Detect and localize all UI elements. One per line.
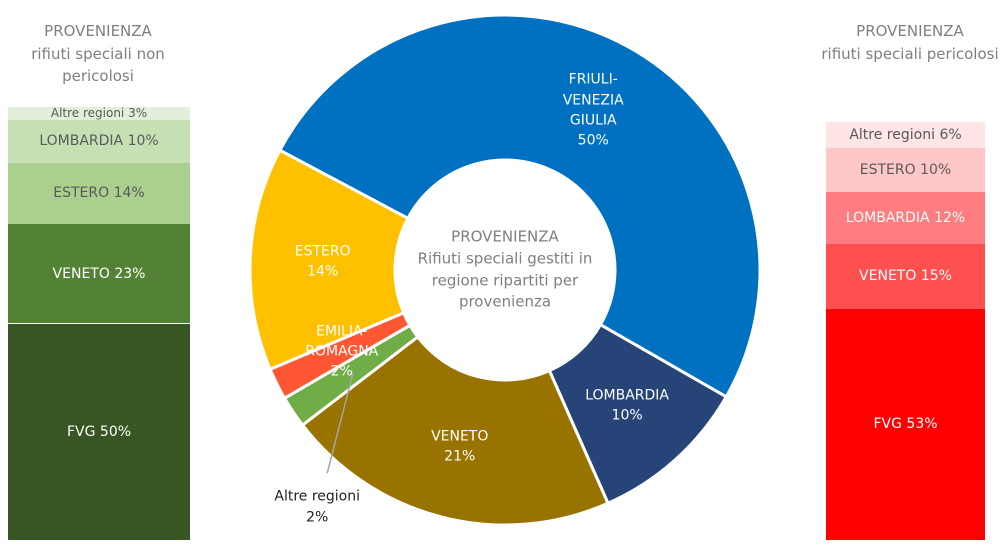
category-label: VENETO: [431, 428, 489, 445]
value-label: 2%: [306, 509, 329, 526]
category-label: Altre regioni: [849, 126, 935, 143]
value-label: 3%: [128, 105, 148, 120]
bar-title: PROVENIENZA rifiuti speciali pericolosi: [820, 20, 1000, 65]
segment-label: ESTERO 14%: [53, 183, 144, 203]
category-label: LOMBARDIA: [39, 133, 124, 150]
segment-label: VENETO 23%: [53, 264, 146, 284]
segment-label: ESTERO 10%: [860, 160, 951, 180]
category-label: FRIULI-VENEZIA GIULIA: [562, 71, 624, 129]
segment-label: LOMBARDIA 12%: [846, 208, 965, 228]
donut-slice: [248, 148, 410, 372]
category-label: Altre regioni: [50, 105, 125, 120]
bar-segment: ESTERO 10%: [826, 148, 985, 192]
title: PROVENIENZA: [856, 22, 964, 40]
slice-label: ESTERO 14%: [278, 242, 368, 283]
value-label: 15%: [920, 268, 952, 285]
leader-line: [326, 371, 355, 474]
subtitle: rifiuti speciali pericolosi: [821, 44, 999, 63]
value-label: 6%: [939, 126, 962, 143]
bar-segment: ESTERO 14%: [8, 163, 190, 224]
value-label: 10%: [127, 133, 159, 150]
donut-slice: [277, 13, 762, 399]
value-label: 14%: [307, 263, 339, 280]
bar-segment: VENETO 23%: [8, 223, 190, 324]
category-label: FVG: [873, 416, 902, 433]
bar-segment: Altre regioni 3%: [8, 105, 190, 122]
category-label: EMILIA-ROMAGNA: [305, 323, 379, 360]
segment-label: FVG 50%: [67, 422, 131, 442]
value-label: 23%: [114, 265, 146, 282]
category-label: LOMBARDIA: [585, 387, 669, 404]
value-label: 10%: [920, 161, 952, 178]
category-label: VENETO: [52, 265, 110, 282]
slice-label: VENETO 21%: [415, 426, 505, 467]
value-label: 12%: [934, 209, 966, 226]
bar-segment: VENETO 15%: [826, 243, 985, 310]
bar-segment: FVG 50%: [8, 323, 190, 540]
title: PROVENIENZA: [44, 22, 152, 40]
value-label: 2%: [330, 363, 353, 380]
bar-title: PROVENIENZA rifiuti speciali non pericolo…: [0, 20, 196, 88]
value-label: 14%: [113, 185, 145, 202]
segment-label: Altre regioni 3%: [51, 105, 147, 122]
value-label: 50%: [99, 423, 132, 440]
bar-segment: LOMBARDIA 12%: [826, 191, 985, 244]
segment-label: Altre regioni 6%: [849, 125, 961, 145]
bar-segment: FVG 53%: [826, 309, 985, 540]
donut-slice: [300, 334, 610, 527]
bar-segment: Altre regioni 6%: [826, 122, 985, 149]
segment-label: LOMBARDIA 10%: [39, 131, 158, 151]
subtitle: Rifiuti speciali gestiti in regione ripa…: [417, 249, 593, 311]
segment-label: FVG 53%: [873, 414, 937, 434]
category-label: ESTERO: [294, 243, 351, 260]
value-label: 21%: [444, 448, 476, 465]
subtitle: rifiuti speciali non pericolosi: [31, 44, 165, 86]
slice-label: LOMBARDIA 10%: [582, 385, 672, 426]
category-label: ESTERO: [53, 185, 110, 202]
slice-label: Altre regioni 2%: [272, 487, 362, 528]
value-label: 10%: [611, 407, 643, 424]
donut-center-title: PROVENIENZA Rifiuti speciali gestiti in r…: [405, 227, 605, 314]
value-label: 53%: [906, 416, 938, 433]
segment-label: VENETO 15%: [859, 266, 952, 286]
category-label: ESTERO: [859, 161, 916, 178]
category-label: LOMBARDIA: [845, 209, 930, 226]
slice-label: FRIULI-VENEZIA GIULIA 50%: [548, 70, 638, 151]
category-label: Altre regioni: [274, 488, 361, 505]
category-label: FVG: [66, 423, 96, 440]
donut-slice: [547, 322, 729, 506]
title: PROVENIENZA: [451, 227, 559, 246]
slice-label: EMILIA-ROMAGNA 2%: [297, 321, 387, 382]
bar-segment: LOMBARDIA 10%: [8, 119, 190, 164]
category-label: VENETO: [859, 268, 917, 285]
value-label: 50%: [577, 132, 609, 149]
